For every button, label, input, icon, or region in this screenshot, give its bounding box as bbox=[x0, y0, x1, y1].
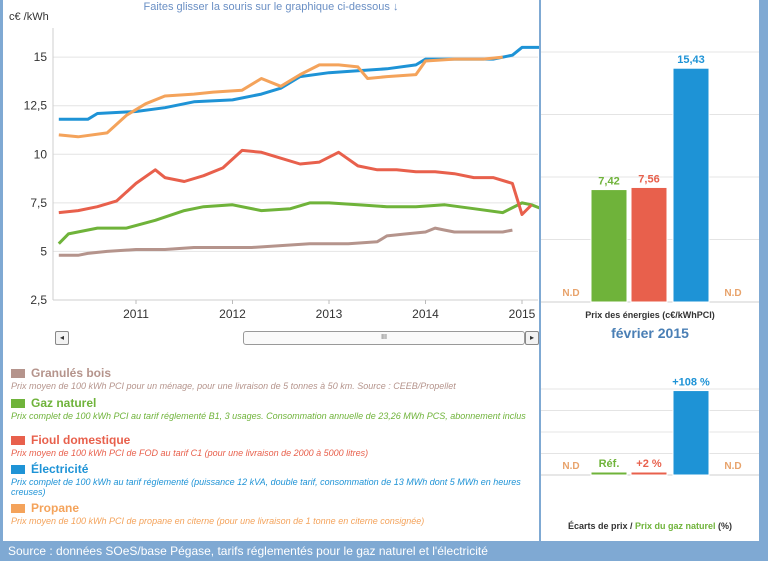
y-tick-label: 7,5 bbox=[30, 196, 47, 210]
legend-description: Prix complet de 100 kWh PCI au tarif rég… bbox=[11, 411, 526, 421]
line-chart[interactable]: 2,5 5 7,5 10 12,5 15 c€ /kWh 2011 2012 2013 2014 20… bbox=[3, 0, 539, 330]
legend-swatch bbox=[11, 464, 25, 474]
drag-hint: Faites glisser la souris sur le graphiqu… bbox=[143, 1, 399, 13]
legend-title: Granulés bois bbox=[11, 366, 531, 380]
legend-title-text: Électricité bbox=[31, 462, 89, 476]
price-bar-chart[interactable]: N.D 7,42 7,56 15,43 N.D Prix des énergies (c€… bbox=[541, 0, 759, 325]
legend-title: Gaz naturel bbox=[11, 396, 531, 410]
bar bbox=[590, 471, 628, 476]
series-line bbox=[58, 226, 513, 257]
y-tick-label: 12,5 bbox=[24, 99, 48, 113]
legend-item-propane[interactable]: Propane Prix moyen de 100 kWh PCI de pro… bbox=[11, 501, 531, 526]
x-axis-label-part: Prix du gaz naturel bbox=[633, 521, 716, 531]
y-tick-label: 15 bbox=[34, 50, 48, 64]
legend-item-fioul[interactable]: Fioul domestique Prix moyen de 100 kWh P… bbox=[11, 433, 531, 458]
series-line bbox=[58, 55, 503, 139]
legend-swatch bbox=[11, 435, 25, 445]
x-tick-label: 2015 bbox=[509, 307, 536, 321]
legend-title-text: Propane bbox=[31, 501, 80, 515]
x-axis-label-part: (%) bbox=[716, 521, 733, 531]
bar-value-label: Réf. bbox=[599, 458, 620, 470]
legend-title-text: Granulés bois bbox=[31, 366, 112, 380]
footer: Source : données SOeS/base Pégase, tarif… bbox=[0, 541, 768, 561]
x-tick-label: 2012 bbox=[219, 307, 246, 321]
bar-value-label: +2 % bbox=[636, 458, 662, 470]
legend-description: Prix complet de 100 kWh au tarif régleme… bbox=[11, 477, 521, 497]
scroll-thumb[interactable]: III bbox=[243, 331, 525, 345]
line-chart-panel[interactable]: Faites glisser la souris sur le graphiqu… bbox=[3, 0, 539, 541]
legend-title: Fioul domestique bbox=[11, 433, 531, 447]
bar-charts-panel: N.D 7,42 7,56 15,43 N.D Prix des énergies (c€… bbox=[541, 0, 759, 541]
y-tick-label: 10 bbox=[34, 147, 48, 161]
bar bbox=[672, 390, 710, 476]
bar bbox=[630, 186, 668, 303]
x-tick-label: 2013 bbox=[316, 307, 343, 321]
legend-swatch bbox=[11, 368, 25, 378]
legend-title-text: Gaz naturel bbox=[31, 396, 97, 410]
legend-swatch bbox=[11, 398, 25, 408]
series-line bbox=[57, 201, 539, 245]
y-axis-label: c€ /kWh bbox=[9, 11, 49, 23]
legend-title: Électricité bbox=[11, 462, 531, 476]
bar-value-label: 7,56 bbox=[638, 173, 659, 185]
legend-title: Propane bbox=[11, 501, 531, 515]
bar bbox=[590, 189, 628, 303]
nd-label: N.D bbox=[724, 288, 741, 299]
nd-label: N.D bbox=[562, 461, 579, 472]
x-tick-label: 2014 bbox=[412, 307, 439, 321]
y-tick-label: 2,5 bbox=[30, 293, 47, 307]
x-axis-label-part: Écarts de prix / bbox=[568, 521, 633, 531]
x-axis-label: Prix des énergies (c€/kWhPCI) bbox=[585, 310, 715, 320]
bar-value-label: +108 % bbox=[672, 377, 710, 389]
x-tick-label: 2011 bbox=[123, 307, 149, 321]
legend-description: Prix moyen de 100 kWh PCI pour un ménage… bbox=[11, 381, 456, 391]
bar bbox=[630, 471, 668, 476]
legend-description: Prix moyen de 100 kWh PCI de FOD au tari… bbox=[11, 448, 369, 458]
gap-bar-chart[interactable]: N.D Réf. +2 % +108 % N.D Écarts de prix / Pri… bbox=[541, 345, 759, 535]
legend-description: Prix moyen de 100 kWh PCI de propane en … bbox=[11, 516, 425, 526]
legend-swatch bbox=[11, 503, 25, 513]
series-line bbox=[58, 148, 533, 216]
legend-item-electricite[interactable]: Électricité Prix complet de 100 kWh au t… bbox=[11, 462, 531, 497]
scroll-left-button[interactable]: ◂ bbox=[55, 331, 69, 345]
scroll-right-button[interactable]: ▸ bbox=[525, 331, 539, 345]
nd-label: N.D bbox=[724, 461, 741, 472]
legend-item-gaz[interactable]: Gaz naturel Prix complet de 100 kWh PCI … bbox=[11, 396, 531, 421]
x-axis-label: Écarts de prix / Prix du gaz naturel (%) bbox=[568, 521, 732, 531]
bar bbox=[672, 67, 710, 303]
bar-value-label: 15,43 bbox=[677, 54, 705, 66]
month-title: février 2015 bbox=[611, 325, 689, 341]
bar-value-label: 7,42 bbox=[598, 176, 619, 188]
legend-item-granules[interactable]: Granulés bois Prix moyen de 100 kWh PCI … bbox=[11, 366, 531, 391]
source-text: Source : données SOeS/base Pégase, tarif… bbox=[8, 544, 488, 558]
y-tick-label: 5 bbox=[40, 244, 47, 258]
legend-title-text: Fioul domestique bbox=[31, 433, 131, 447]
nd-label: N.D bbox=[562, 288, 579, 299]
